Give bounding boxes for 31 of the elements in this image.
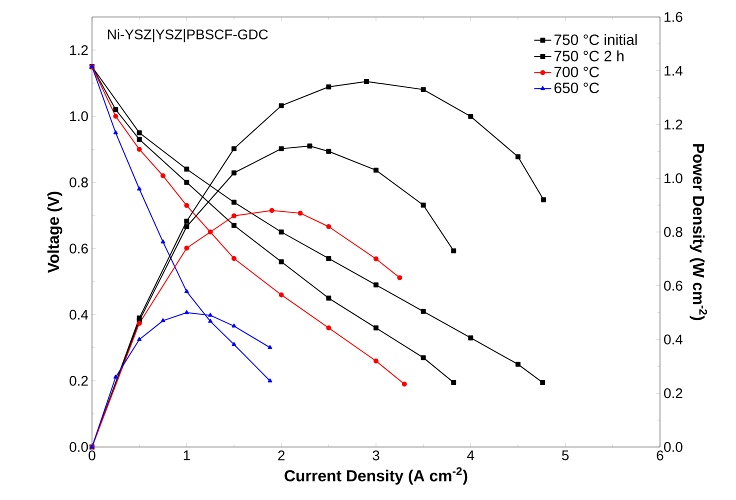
- x-axis-title: Current Density (A cm$^{-2}$): [284, 467, 468, 485]
- y2-tick-label: 0.4: [664, 334, 682, 344]
- y-tick-label: 0.2: [70, 376, 88, 386]
- y2-tick-label: 0.0: [664, 442, 682, 452]
- x-tick-label: 1: [184, 450, 190, 460]
- x-tick-label: 6: [656, 450, 664, 460]
- annotation: Ni-YSZ|YSZ|PBSCF-GDC: [108, 29, 268, 42]
- legend-label: 750 °C 2 h: [554, 50, 624, 62]
- legend-label: 650 °C: [554, 82, 599, 94]
- x-tick-label: 0: [88, 450, 96, 460]
- x-tick-label: 5: [562, 450, 569, 460]
- y-tick-label: 0.0: [70, 442, 88, 452]
- y-tick-label: 1.0: [70, 111, 88, 122]
- legend-label: 700 °C: [554, 66, 599, 78]
- legend-label: 750 °C initial: [554, 34, 637, 46]
- y2-tick-label: 0.2: [664, 388, 682, 398]
- y2-tick-label: 1.6: [664, 12, 682, 22]
- y-axis-title: Voltage (V): [47, 192, 62, 273]
- x-tick-label: 3: [372, 450, 380, 460]
- x-tick-label: 2: [278, 450, 285, 460]
- y2-tick-label: 1.2: [664, 120, 682, 130]
- y-tick-label: 0.6: [70, 244, 88, 254]
- y2-tick-label: 0.8: [664, 227, 682, 237]
- y2-tick-label: 1.4: [664, 66, 682, 76]
- y2-tick-label: 1.0: [664, 173, 682, 184]
- y2-axis-title: Power Density (W cm$^{-2}$): [690, 144, 708, 320]
- y2-tick-label: 0.6: [664, 280, 682, 291]
- y-tick-label: 0.8: [70, 177, 88, 188]
- x-tick-label: 4: [467, 450, 474, 460]
- y-tick-label: 0.4: [70, 310, 88, 320]
- y-tick-label: 1.2: [70, 45, 88, 55]
